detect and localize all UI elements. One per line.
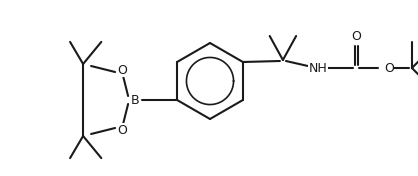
Text: O: O [384, 61, 394, 74]
Text: B: B [131, 93, 140, 106]
Text: O: O [117, 64, 127, 77]
Text: NH: NH [308, 61, 327, 74]
Text: O: O [351, 30, 361, 43]
Text: O: O [117, 124, 127, 137]
